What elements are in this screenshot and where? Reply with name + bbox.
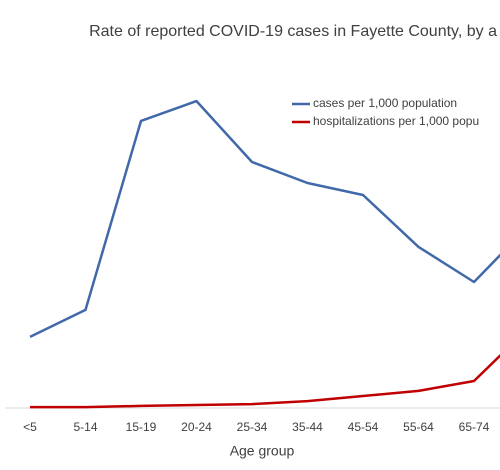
x-tick-label: 25-34 (237, 420, 268, 434)
x-tick-label: 45-54 (348, 420, 379, 434)
x-tick-label: <5 (23, 420, 37, 434)
x-tick-label: 5-14 (73, 420, 97, 434)
x-tick-label: 65-74 (459, 420, 490, 434)
series-line (30, 353, 500, 409)
chart-title: Rate of reported COVID-19 cases in Fayet… (89, 23, 497, 40)
x-tick-label: 35-44 (292, 420, 323, 434)
x-tick-label: 55-64 (403, 420, 434, 434)
x-tick-label: 20-24 (181, 420, 212, 434)
x-axis-title: Age group (230, 443, 295, 459)
series-line (29, 99, 500, 339)
legend-label: cases per 1,000 population (313, 96, 457, 110)
legend-label: hospitalizations per 1,000 popu (313, 114, 479, 128)
x-tick-label: 15-19 (126, 420, 157, 434)
